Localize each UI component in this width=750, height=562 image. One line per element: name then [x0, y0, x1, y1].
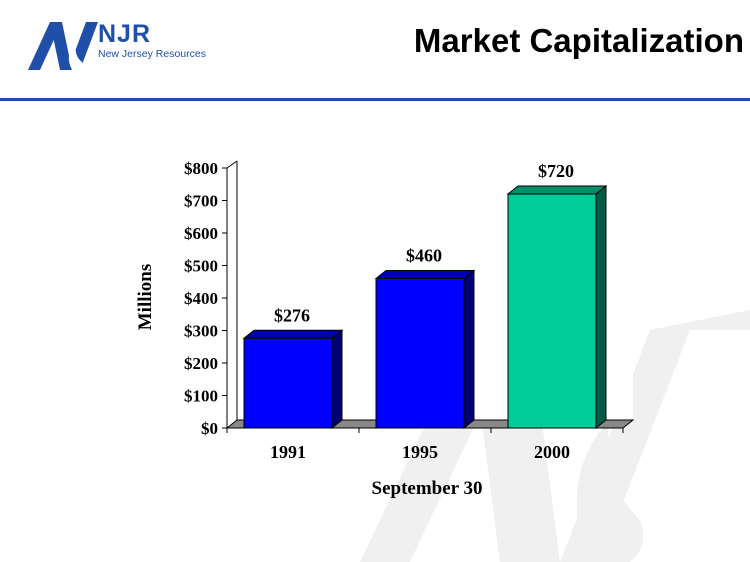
page-title: Market Capitalization	[413, 22, 744, 59]
flame-logo-icon	[28, 22, 98, 70]
header-divider	[0, 98, 750, 101]
y-tick-label: $300	[184, 322, 218, 341]
bar-value-label: $720	[538, 161, 574, 181]
bar-1995	[375, 278, 465, 429]
logo-subtitle: New Jersey Resources	[98, 48, 206, 60]
bar-top	[374, 270, 476, 279]
back-wall-top-link	[226, 160, 238, 169]
bar-side	[331, 329, 343, 430]
y-tick-label: $0	[201, 419, 218, 438]
y-tick-label: $200	[184, 354, 218, 373]
logo-name: NJR	[98, 20, 152, 48]
bar-2000	[507, 193, 597, 429]
y-tick-label: $600	[184, 224, 218, 243]
x-tick-label: 1995	[402, 442, 438, 462]
slide-header: NJR New Jersey Resources Market Capitali…	[0, 0, 750, 104]
x-axis-label: September 30	[372, 478, 483, 499]
x-tick-label: 2000	[534, 442, 570, 462]
bar-top	[506, 185, 608, 195]
y-tick-label: $100	[184, 387, 218, 406]
bar-side	[463, 269, 475, 430]
bar-top	[242, 329, 344, 339]
y-tick-label: $400	[184, 289, 218, 308]
x-tick-label: 1991	[270, 442, 306, 462]
bar-side	[595, 184, 607, 430]
company-logo: NJR New Jersey Resources	[28, 20, 228, 72]
bar-value-label: $460	[406, 246, 442, 266]
y-tick-label: $700	[184, 192, 218, 211]
bar-1991	[243, 337, 333, 429]
y-axis-label: Millions	[135, 264, 156, 331]
y-tick-label: $800	[184, 159, 218, 178]
y-tick-label: $500	[184, 257, 218, 276]
bar-value-label: $276	[274, 305, 310, 325]
